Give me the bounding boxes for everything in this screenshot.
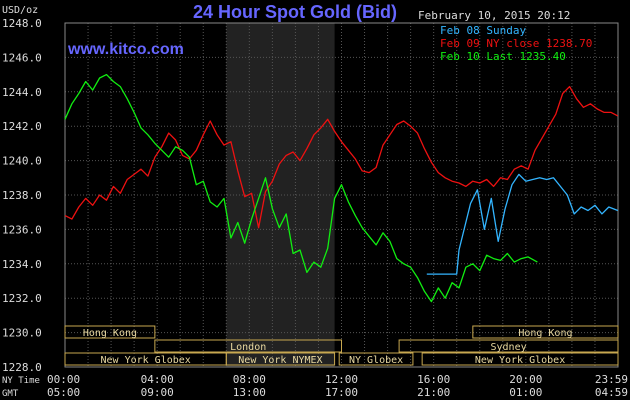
y-tick-label: 1246.0: [2, 51, 42, 64]
session-label: New York Globex: [100, 355, 190, 366]
series-line: [426, 173, 619, 275]
legend-item: Feb 08 Sunday: [440, 24, 526, 37]
x-tick-label: 13:00: [233, 386, 266, 399]
grid-lines: [64, 22, 619, 368]
session-box: [421, 352, 619, 366]
session-label: New York NYMEX: [238, 355, 322, 366]
session-label: New York Globex: [475, 355, 565, 366]
x-tick-label: 12:00: [325, 373, 358, 386]
x-axis-title: GMT: [2, 389, 19, 399]
y-tick-label: 1236.0: [2, 223, 42, 236]
legend-item: Feb 09 NY close 1238.70: [440, 37, 592, 50]
y-tick-label: 1248.0: [2, 17, 42, 30]
x-axis: NY Time 00:00 04:00 08:00 12:00 16:00 20:00 23:…: [2, 373, 628, 399]
session-label: NY Globex: [349, 355, 403, 366]
x-tick-label: 08:00: [233, 373, 266, 386]
y-tick-label: 1232.0: [2, 292, 42, 305]
x-tick-label: 04:00: [141, 373, 174, 386]
session-label: Sydney: [490, 342, 526, 353]
legend: Feb 08 Sunday Feb 09 NY close 1238.70 Fe…: [440, 24, 592, 63]
x-tick-label: 16:00: [417, 373, 450, 386]
x-tick-label: 09:00: [141, 386, 174, 399]
y-tick-label: 1228.0: [2, 361, 42, 374]
session-box: [398, 339, 619, 353]
plot-border: [64, 22, 619, 368]
legend-item: Feb 10 Last 1235.40: [440, 50, 566, 63]
session-box: [225, 352, 336, 366]
x-axis-title: NY Time: [2, 376, 40, 386]
y-tick-label: 1242.0: [2, 120, 42, 133]
timestamp: February 10, 2015 20:12: [418, 9, 570, 22]
chart-title: 24 Hour Spot Gold (Bid): [193, 2, 397, 22]
x-tick-label: 05:00: [47, 386, 80, 399]
x-tick-label: 04:59: [595, 386, 628, 399]
session-box: [64, 325, 156, 339]
session-label: London: [230, 342, 266, 353]
y-tick-label: 1230.0: [2, 327, 42, 340]
y-axis-label: USD/oz: [2, 5, 38, 16]
series-line: [64, 85, 619, 229]
watermark: www.kitco.com: [67, 41, 184, 58]
session-box: [472, 325, 619, 339]
y-axis: 1248.0 1246.0 1244.0 1242.0 1240.0 1238.0 1236…: [2, 17, 42, 374]
y-tick-label: 1238.0: [2, 189, 42, 202]
price-series: [64, 73, 619, 303]
x-tick-label: 23:59: [595, 373, 628, 386]
market-sessions: Hong Kong Hong Kong London Sydney New York G…: [64, 325, 619, 366]
x-tick-label: 21:00: [417, 386, 450, 399]
session-label: Hong Kong: [83, 328, 137, 339]
x-tick-label: 17:00: [325, 386, 358, 399]
series-line: [64, 73, 538, 303]
y-tick-label: 1244.0: [2, 86, 42, 99]
y-tick-label: 1234.0: [2, 258, 42, 271]
x-tick-label: 00:00: [47, 373, 80, 386]
x-tick-label: 01:00: [509, 386, 542, 399]
session-box: [338, 352, 414, 366]
session-label: Hong Kong: [518, 328, 572, 339]
y-tick-label: 1240.0: [2, 155, 42, 168]
x-tick-label: 20:00: [509, 373, 542, 386]
session-box: [154, 339, 342, 353]
